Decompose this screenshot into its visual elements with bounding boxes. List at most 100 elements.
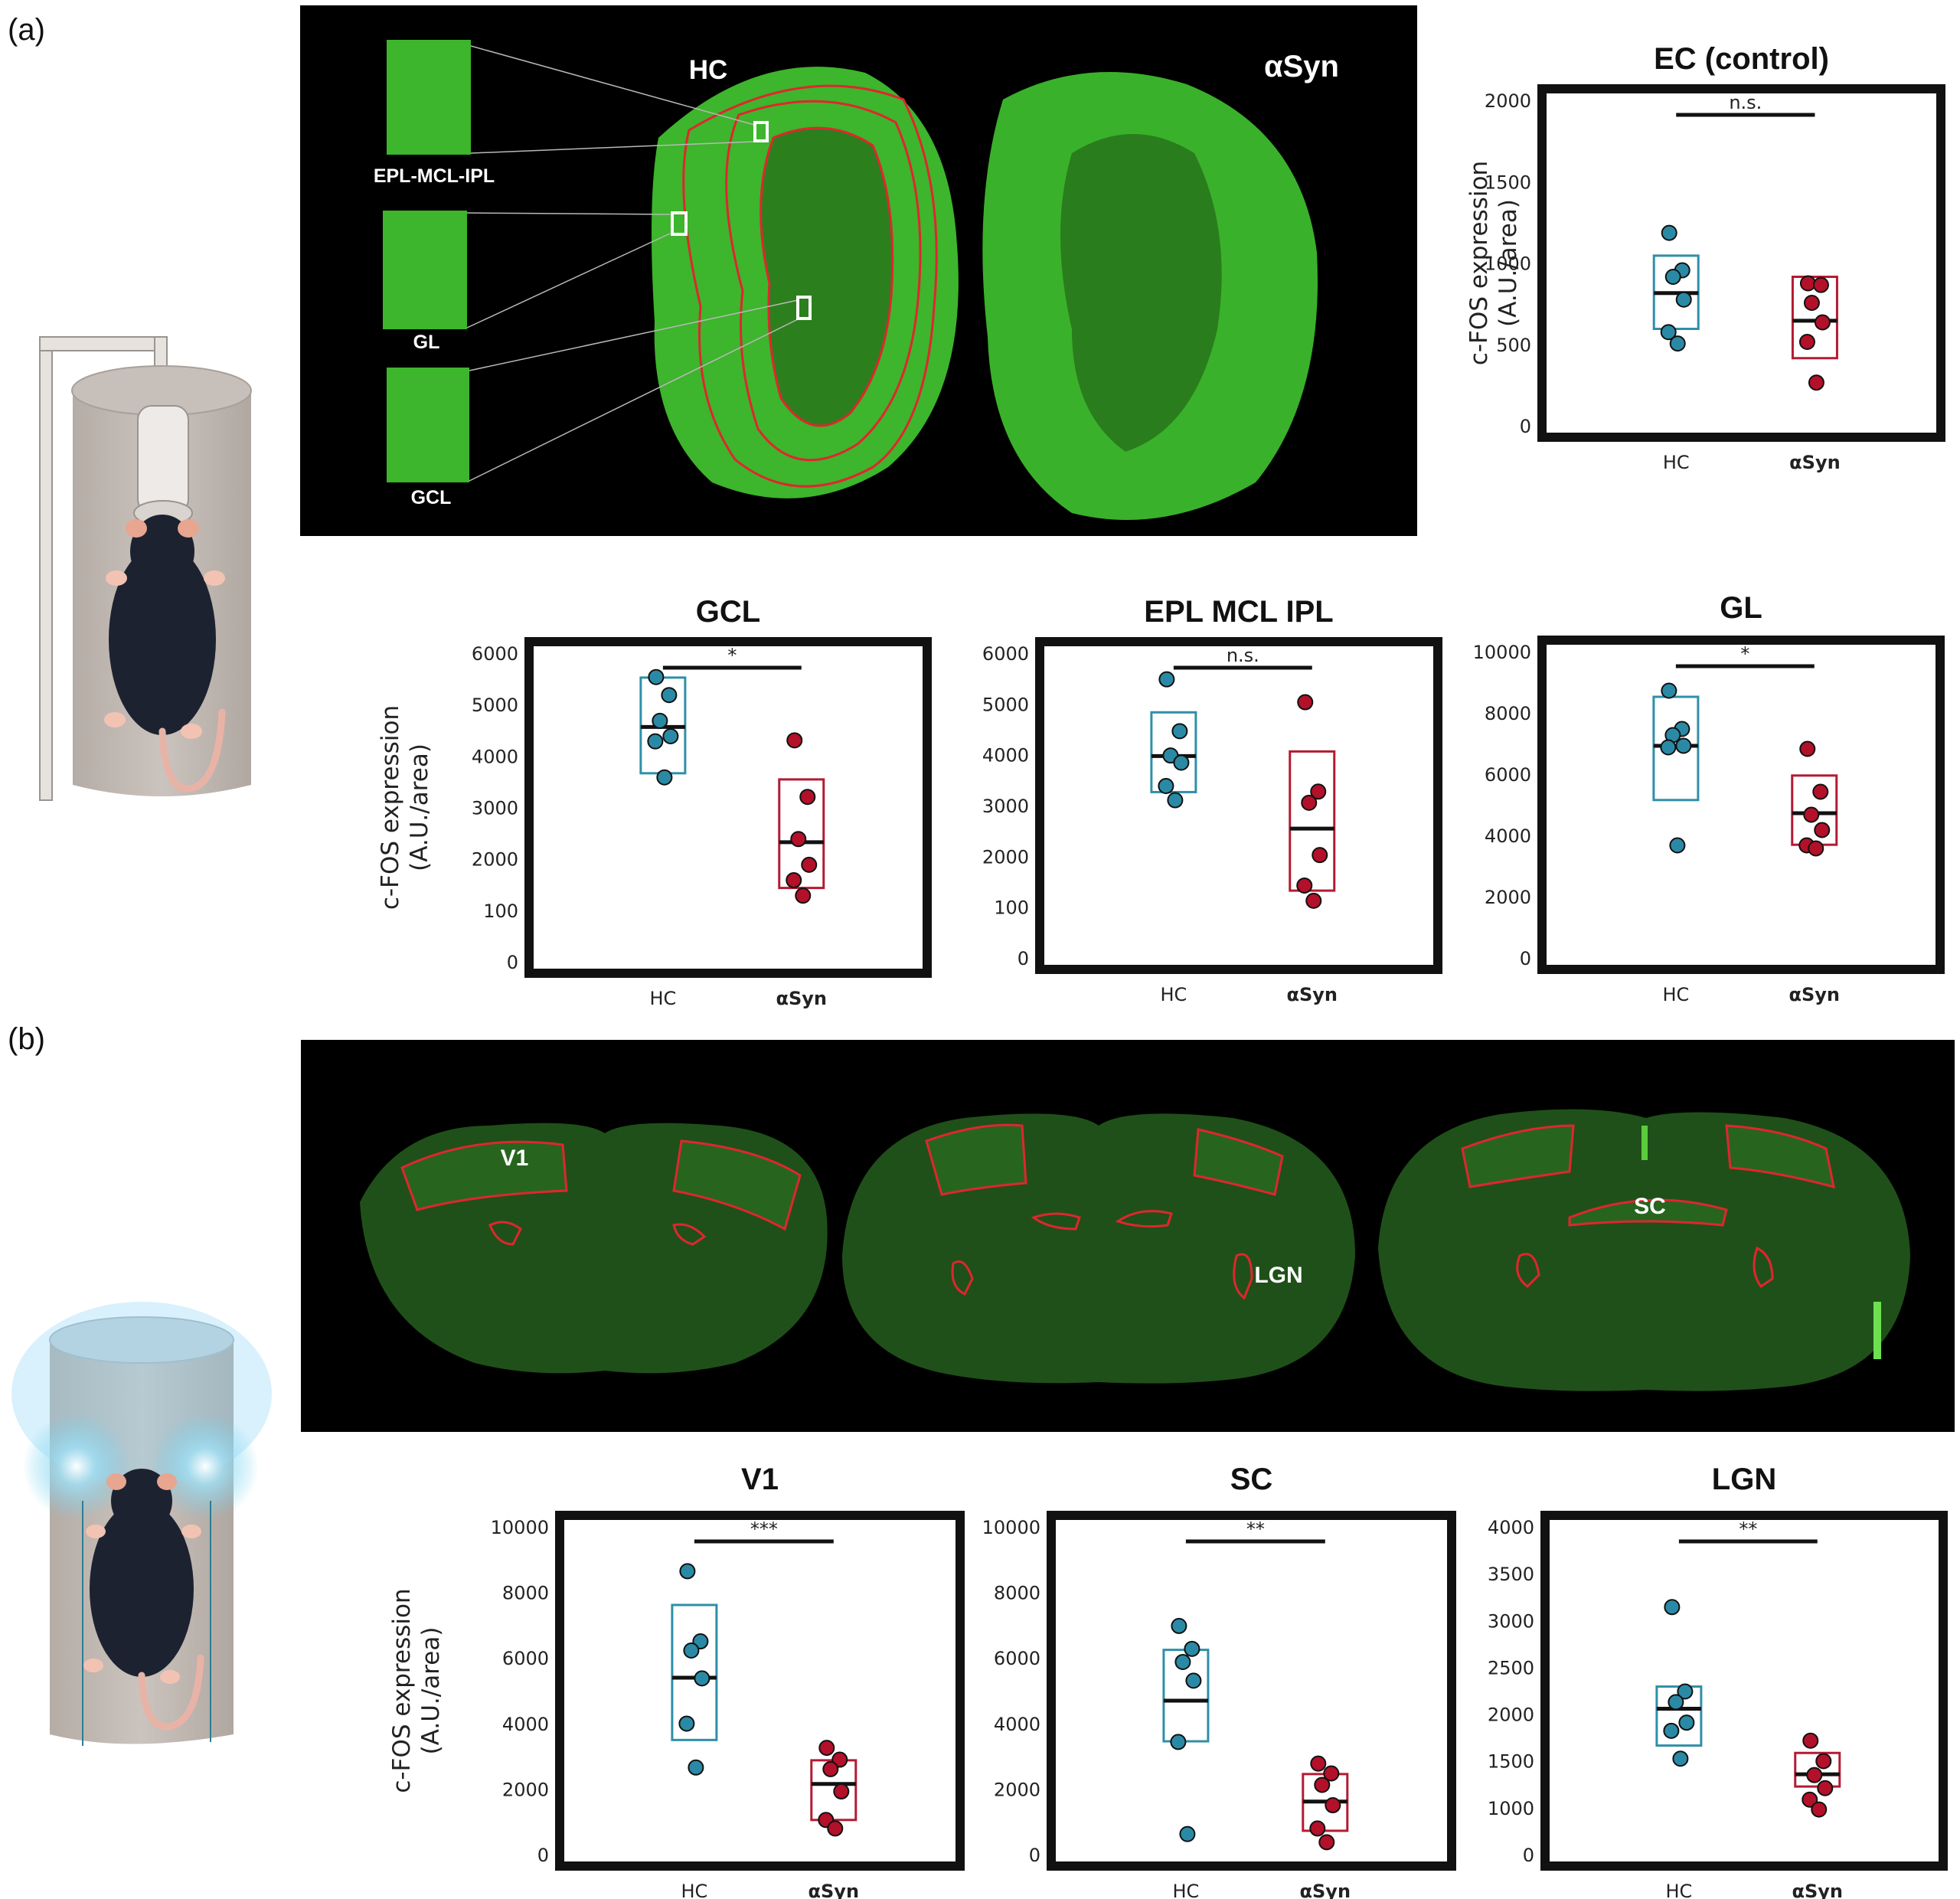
data-point — [1660, 324, 1677, 341]
data-point — [694, 1670, 710, 1687]
y-tick-label: 500 — [1496, 335, 1531, 356]
significance-label: n.s. — [1227, 645, 1259, 666]
data-point — [1806, 1767, 1823, 1783]
y-tick-label: 10000 — [1473, 642, 1531, 663]
data-point — [1799, 740, 1816, 757]
plot-frame — [1537, 636, 1945, 974]
plot-frame — [524, 637, 932, 978]
x-tick-label: HC — [1172, 1881, 1199, 1899]
y-tick-label: 0 — [537, 1845, 549, 1866]
chart-title: V1 — [741, 1463, 779, 1496]
significance-label: *** — [750, 1518, 778, 1540]
x-tick-label: HC — [1160, 984, 1187, 1005]
chart-title: LGN — [1712, 1463, 1776, 1496]
odor-setup-illustration — [39, 336, 252, 801]
chart-gl: GL 0 2000 4000 6000 8000 10000 HC αSyn * — [1473, 591, 1945, 1005]
chart-ec-control: EC (control) 0 500 1000 1500 2000 HC αSyn c-FOS … — [1465, 42, 1945, 473]
data-point — [1815, 1753, 1832, 1770]
y-tick-label: 2000 — [982, 846, 1029, 868]
y-tick-label: 0 — [1520, 416, 1531, 437]
data-point — [1323, 1765, 1340, 1782]
region-label-sc: SC — [1634, 1194, 1666, 1219]
data-point — [1174, 1653, 1191, 1670]
y-tick-label: 1000 — [1488, 1798, 1534, 1819]
x-tick-label: αSyn — [1789, 452, 1841, 473]
region-label-v1: V1 — [501, 1146, 529, 1171]
y-tick-label: 0 — [1523, 1845, 1534, 1866]
y-tick-label: 100 — [483, 900, 518, 922]
x-tick-label: HC — [681, 1881, 707, 1899]
data-point — [656, 769, 673, 786]
y-tick-label: 1000 — [1485, 253, 1531, 275]
y-tick-label: 100 — [994, 897, 1029, 919]
y-tick-label: 4000 — [994, 1714, 1040, 1735]
olfactory-bulb-micrograph: HC αSyn EPL-MCL-IPL GL GCL — [300, 5, 1417, 536]
plot-frame — [1047, 1511, 1456, 1871]
panel-label-a: (a) — [8, 13, 45, 47]
data-point — [1660, 739, 1677, 756]
data-point — [1314, 1776, 1331, 1793]
y-tick-label: 0 — [1520, 948, 1531, 969]
data-point — [1664, 1599, 1681, 1616]
data-point — [1677, 1683, 1694, 1700]
x-tick-label: HC — [1665, 1881, 1692, 1899]
data-point — [661, 687, 678, 704]
data-point — [1817, 1780, 1834, 1796]
inset-label-epl: EPL-MCL-IPL — [374, 165, 495, 187]
range-box — [1289, 750, 1336, 892]
data-point — [1310, 1755, 1327, 1772]
inset-label-gl: GL — [413, 332, 440, 353]
data-point — [683, 1642, 700, 1659]
chart-title: SC — [1230, 1463, 1273, 1496]
x-tick-label: αSyn — [1300, 1881, 1351, 1899]
data-point — [662, 727, 679, 744]
data-point — [679, 1563, 696, 1580]
plot-frame — [1035, 637, 1442, 974]
chart-gcl: GCL 0 100 2000 3000 4000 5000 6000 HC αSyn c-FOS e… — [377, 595, 932, 1009]
data-point — [1811, 1801, 1828, 1818]
chart-lgn: LGN 0 1000 1500 2000 2500 3000 3500 4000 HC αSyn ** — [1488, 1463, 1948, 1899]
data-point — [795, 887, 812, 904]
y-tick-label: 2000 — [994, 1779, 1040, 1800]
data-point — [1799, 275, 1816, 292]
inset-label-gcl: GCL — [411, 487, 452, 508]
significance-label: * — [1740, 643, 1749, 665]
y-tick-label: 4000 — [1488, 1517, 1534, 1538]
data-point — [1309, 1820, 1326, 1837]
data-point — [1296, 877, 1313, 894]
data-point — [1171, 1617, 1187, 1634]
data-point — [1675, 291, 1692, 308]
data-point — [1812, 276, 1829, 293]
y-tick-label: 3000 — [982, 796, 1029, 817]
data-point — [1798, 334, 1815, 350]
mouse-icon — [104, 515, 226, 793]
light-glow-right — [152, 1413, 259, 1520]
y-tick-label: 6000 — [502, 1648, 549, 1669]
data-point — [786, 872, 802, 889]
data-point — [1325, 1797, 1341, 1814]
y-tick-label: 2000 — [502, 1779, 549, 1800]
y-axis-label: c-FOS expression(A.U./area) — [388, 1588, 445, 1793]
x-tick-label: HC — [1662, 984, 1689, 1005]
data-point — [1661, 224, 1677, 241]
x-tick-label: αSyn — [808, 1881, 860, 1899]
data-point — [1668, 1694, 1684, 1711]
plot-frame — [555, 1511, 965, 1871]
x-tick-label: αSyn — [1789, 984, 1841, 1005]
significance-label: n.s. — [1729, 92, 1762, 113]
y-tick-label: 0 — [1029, 1845, 1040, 1866]
data-point — [1808, 374, 1824, 391]
data-point — [1305, 892, 1322, 909]
y-tick-label: 10000 — [982, 1517, 1040, 1538]
data-point — [1664, 269, 1681, 285]
data-point — [688, 1759, 704, 1776]
significance-label: ** — [1739, 1518, 1757, 1540]
x-tick-label: αSyn — [1287, 984, 1338, 1005]
y-tick-label: 8000 — [502, 1583, 549, 1604]
data-point — [1179, 1825, 1196, 1842]
plot-frame — [1537, 84, 1945, 442]
data-point — [1802, 1732, 1819, 1749]
y-tick-label: 2000 — [1488, 1705, 1534, 1726]
